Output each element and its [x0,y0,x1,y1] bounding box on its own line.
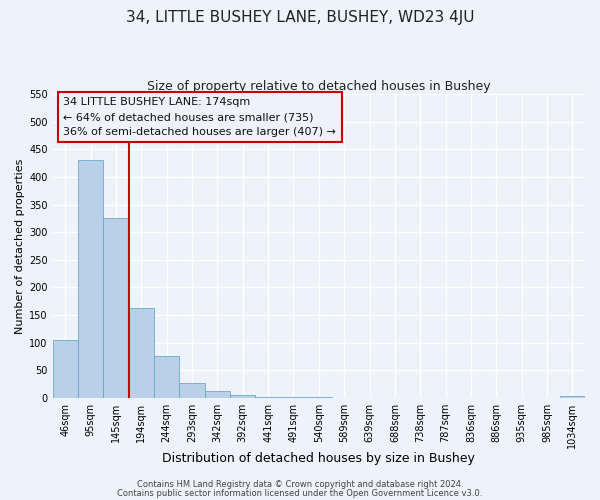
Bar [129,308,154,398]
Bar [281,397,306,398]
Bar [205,390,230,398]
Y-axis label: Number of detached properties: Number of detached properties [15,158,25,334]
X-axis label: Distribution of detached houses by size in Bushey: Distribution of detached houses by size … [163,452,475,465]
Text: Contains public sector information licensed under the Open Government Licence v3: Contains public sector information licen… [118,488,482,498]
Bar [230,395,256,398]
Text: 34, LITTLE BUSHEY LANE, BUSHEY, WD23 4JU: 34, LITTLE BUSHEY LANE, BUSHEY, WD23 4JU [126,10,474,25]
Bar [179,383,205,398]
Text: Contains HM Land Registry data © Crown copyright and database right 2024.: Contains HM Land Registry data © Crown c… [137,480,463,489]
Bar [560,396,585,398]
Bar [256,397,281,398]
Bar [154,356,179,398]
Text: 34 LITTLE BUSHEY LANE: 174sqm
← 64% of detached houses are smaller (735)
36% of : 34 LITTLE BUSHEY LANE: 174sqm ← 64% of d… [63,97,336,137]
Title: Size of property relative to detached houses in Bushey: Size of property relative to detached ho… [147,80,491,93]
Bar [103,218,129,398]
Bar [53,340,78,398]
Bar [78,160,103,398]
Bar [306,397,332,398]
